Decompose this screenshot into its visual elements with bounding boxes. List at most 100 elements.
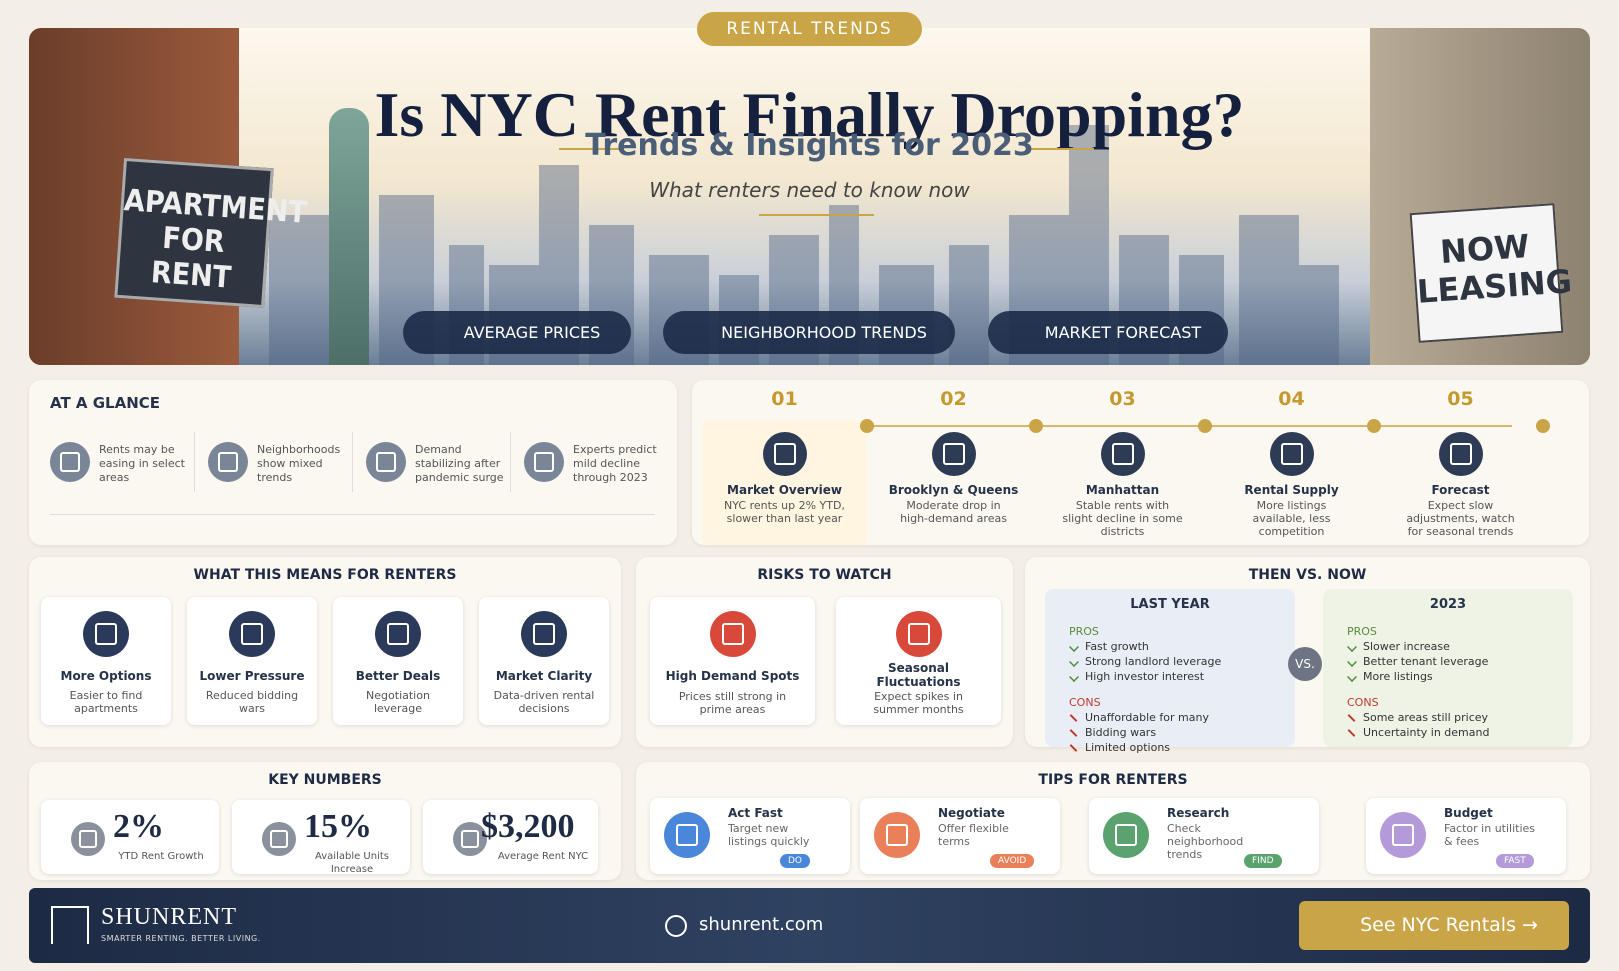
check [1069,672,1079,682]
cross [1347,729,1356,737]
step-text: Expect slow adjustments, watch for seaso… [1406,499,1515,538]
icon [1101,432,1145,476]
compare-card: 2023 PROS Slower increase Better tenant lev… [1323,589,1573,747]
number-value: 2% [113,808,164,845]
icon [1439,432,1483,476]
cross [1069,714,1078,722]
tip-tag: AVOID [990,854,1035,868]
tip-tag: DO [780,854,811,868]
icon [375,611,421,657]
slogan: SMARTER RENTING. BETTER LIVING. [101,934,261,943]
step-num: 04 [1278,388,1305,410]
glance-text: Neighborhoods show mixed trends [257,443,341,484]
tagline: What renters need to know now [649,178,970,202]
statue [329,108,369,365]
con-item: Bidding wars [1085,726,1157,739]
column-heading: 2023 [1429,597,1467,612]
number-label: Average Rent NYC [497,851,589,862]
card-text: Negotiation leverage [366,689,430,715]
tip-title: Act Fast [728,806,783,820]
tip-text: Factor in utilities & fees [1444,822,1536,848]
step-text: More listings available, less competitio… [1252,499,1331,538]
tab[interactable]: MARKET FORECAST [988,311,1228,354]
pro-item: Fast growth [1085,640,1149,653]
step-title: Market Overview [727,483,842,497]
building [269,215,329,365]
step-num: 03 [1109,388,1136,410]
cross [1347,714,1356,722]
key-numbers-panel: KEY NUMBERS 2% YTD Rent Growth 15% Available… [29,762,621,880]
icon [453,822,487,856]
icon [664,812,710,858]
tip-text: Check neighborhood trends [1167,822,1244,861]
card-title: Better Deals [355,669,441,683]
building [1299,265,1339,365]
card: High Demand Spots Prices still strong in … [650,597,815,725]
timeline-panel: 01 Market Overview NYC rents up 2% YTD, sl… [692,380,1589,545]
icon [208,442,248,482]
section-title: RISKS TO WATCH [757,567,892,583]
icon [896,611,942,657]
section-title: KEY NUMBERS [268,772,382,788]
card: Better Deals Negotiation leverage [333,597,463,725]
check [1347,672,1357,682]
badge: RENTAL TRENDS [697,12,922,46]
pros-label: PROS [1069,625,1099,638]
divider [352,432,353,492]
step-title: Rental Supply [1244,483,1339,497]
tip-title: Research [1167,806,1230,820]
vs-badge: VS. [1288,647,1322,681]
card: Lower Pressure Reduced bidding wars [187,597,317,725]
step-num: 01 [771,388,798,410]
check [1069,657,1079,667]
card: Seasonal Fluctuations Expect spikes in su… [836,597,1001,725]
icon [262,822,296,856]
icon [524,442,564,482]
tips-panel: TIPS FOR RENTERS Act Fast Target new listi… [636,762,1590,880]
icon [229,611,275,657]
card-title: More Options [60,669,152,683]
card-text: Data-driven rental decisions [493,689,595,715]
pro-item: Slower increase [1363,640,1450,653]
number-label: YTD Rent Growth [118,851,204,862]
icon [1270,432,1314,476]
tab[interactable]: NEIGHBORHOOD TRENDS [663,311,955,354]
cta[interactable]: See NYC Rentals → [1299,901,1569,950]
footer: SHUNRENT SMARTER RENTING. BETTER LIVING. s… [29,888,1590,963]
card-text: Expect spikes in summer months [873,690,964,716]
cons-label: CONS [1069,696,1101,709]
brand: SHUNRENT [101,904,238,930]
card: More Options Easier to find apartments [41,597,171,725]
column-heading: LAST YEAR [1130,597,1210,612]
pro-item: Strong landlord leverage [1085,655,1222,668]
logo-icon [51,906,89,944]
cross [1069,729,1078,737]
tip-card: Negotiate Offer flexible terms AVOID [860,798,1060,874]
check [1347,642,1357,652]
step-text: NYC rents up 2% YTD, slower than last ye… [724,499,845,525]
step-text: Moderate drop in high-demand areas [900,499,1007,525]
dot [1198,419,1212,433]
step-title: Manhattan [1085,483,1160,497]
pros-label: PROS [1347,625,1377,638]
icon [50,442,90,482]
dot [1029,419,1043,433]
tab[interactable]: AVERAGE PRICES [403,311,631,354]
tip-card: Act Fast Target new listings quickly DO [650,798,850,874]
con-item: Unaffordable for many [1085,711,1209,724]
number-value: $3,200 [481,808,575,845]
cons-label: CONS [1347,696,1379,709]
pro-item: High investor interest [1085,670,1205,683]
card-text: Reduced bidding wars [205,689,299,715]
section-title: THEN VS. NOW [1248,567,1367,583]
number-card: 2% YTD Rent Growth [41,800,219,874]
cross [1069,744,1078,752]
building [949,245,989,365]
tip-card: Budget Factor in utilities & fees FAST [1366,798,1566,874]
dot [1367,419,1381,433]
pro-item: More listings [1363,670,1433,683]
number-card: $3,200 Average Rent NYC [423,800,598,874]
con-item: Some areas still pricey [1363,711,1489,724]
globe-icon [665,915,687,937]
